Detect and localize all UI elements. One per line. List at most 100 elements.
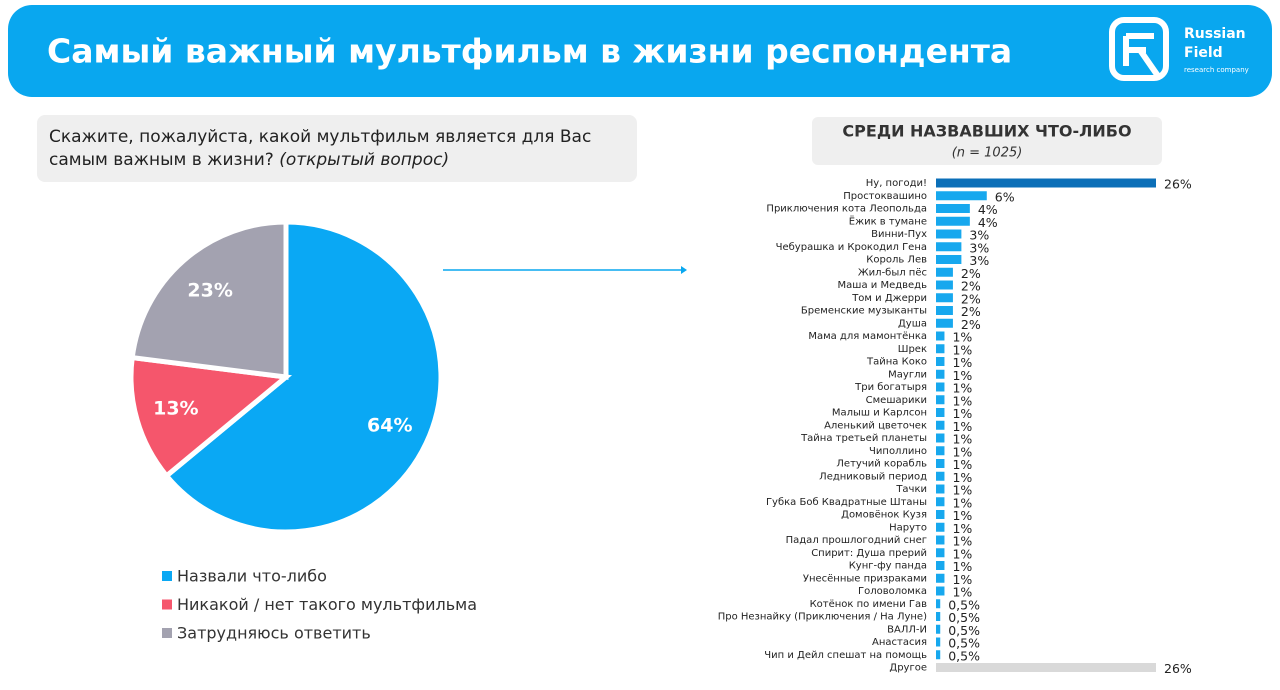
slide-title: Самый важный мультфильм в жизни респонде… [47, 32, 1012, 71]
bar [936, 433, 945, 443]
bar-category: Тайна третьей планеты [800, 433, 927, 444]
bar-value: 2% [961, 279, 981, 294]
bar [936, 357, 945, 366]
legend-swatch [162, 599, 172, 610]
bar-value: 6% [995, 189, 1015, 204]
logo-text: Russian [1184, 26, 1246, 42]
bar [936, 497, 945, 507]
bar-category: Унесённые призраками [803, 573, 927, 584]
bar-category: Другое [889, 663, 927, 674]
bar-value: 1% [952, 585, 972, 600]
bar-value: 1% [952, 419, 972, 434]
bar-value: 0,5% [948, 610, 980, 625]
bar-value: 2% [961, 304, 981, 319]
bar-value: 0,5% [948, 636, 980, 651]
bar-category: Чиполлино [869, 446, 927, 457]
bar-category: Ёжик в тумане [849, 214, 927, 227]
bar [936, 229, 962, 239]
bar-category: Ледниковый период [819, 471, 927, 482]
bar-category: Душа [898, 318, 927, 329]
legend-label: Назвали что-либо [177, 567, 327, 586]
bar [936, 624, 941, 634]
bar [936, 561, 945, 570]
bar-value: 0,5% [948, 623, 980, 638]
bar-value: 1% [952, 406, 972, 421]
bar [936, 522, 945, 532]
bar-category: Летучий корабль [836, 459, 927, 470]
bar-category: Про Незнайку (Приключения / На Луне) [718, 612, 927, 623]
bar [936, 650, 941, 660]
logo: Russian Field research company [1109, 17, 1249, 81]
bar-category: Маша и Медведь [838, 280, 928, 291]
bar-value: 26% [1164, 661, 1192, 676]
bar-value: 1% [952, 572, 972, 587]
bar-category: Падал прошлогодний снег [786, 535, 927, 546]
bar [936, 178, 1156, 188]
bar [936, 318, 953, 328]
bar [936, 484, 945, 494]
bar-category: Наруто [889, 522, 927, 533]
bar [936, 382, 945, 392]
bar-value: 1% [952, 368, 972, 383]
bar [936, 204, 970, 213]
subtitle-box [812, 117, 1162, 165]
bar [936, 293, 953, 303]
bar-value: 1% [952, 444, 972, 459]
bar-value: 3% [969, 240, 989, 255]
bar [936, 408, 945, 417]
bar-value: 3% [969, 228, 989, 243]
question-text: Скажите, пожалуйста, какой мультфильм яв… [49, 127, 591, 147]
bar-category: Король Лев [866, 255, 927, 266]
bar-category: Кунг-фу панда [849, 561, 927, 572]
bar-value: 1% [952, 521, 972, 536]
legend-label: Никакой / нет такого мультфильма [177, 595, 477, 614]
bar [936, 510, 945, 519]
bar-category: Анастасия [872, 637, 927, 648]
bar [936, 573, 945, 583]
bar-value: 1% [952, 330, 972, 345]
bar-category: Чебурашка и Крокодил Гена [776, 242, 927, 253]
bar-value: 1% [952, 546, 972, 561]
bar-value: 1% [952, 508, 972, 523]
bar-value: 2% [961, 291, 981, 306]
bar [936, 535, 945, 545]
bar-value: 4% [978, 215, 998, 230]
bar [936, 331, 945, 341]
bar-value: 1% [952, 342, 972, 357]
pie-label: 23% [187, 279, 232, 301]
arrow-head [681, 266, 687, 274]
bar-category: Шрек [898, 344, 927, 355]
question-note: (открытый вопрос) [279, 150, 449, 170]
bar-value: 1% [952, 393, 972, 408]
bar-value: 2% [961, 317, 981, 332]
legend-swatch [162, 571, 172, 581]
bar-value: 1% [952, 534, 972, 549]
bar [936, 420, 945, 430]
legend-label: Затрудняюсь ответить [177, 624, 371, 643]
bar-value: 2% [961, 266, 981, 281]
bar-category: Мама для мамонтёнка [808, 331, 927, 342]
bar-value: 3% [969, 253, 989, 268]
bar-category: Домовёнок Кузя [841, 510, 927, 521]
bar-category: Том и Джерри [851, 293, 927, 304]
bar-category: Приключения кота Леопольда [766, 204, 927, 215]
bar [936, 586, 945, 596]
bar [936, 306, 953, 315]
bar-category: Смешарики [866, 395, 927, 406]
bar-category: Маугли [888, 369, 927, 380]
bar [936, 663, 1156, 672]
bar-value: 1% [952, 470, 972, 485]
bar-category: Ну, погоди! [866, 178, 927, 189]
bar-category: Бременские музыканты [801, 306, 927, 317]
bar-value: 1% [952, 483, 972, 498]
bar-title: СРЕДИ НАЗВАВШИХ ЧТО-ЛИБО [842, 122, 1131, 141]
bar-value: 0,5% [948, 597, 980, 612]
bar [936, 216, 970, 226]
bar-value: 1% [952, 559, 972, 574]
bar-category: Винни-Пух [871, 229, 927, 240]
bar [936, 471, 945, 481]
bar [936, 637, 941, 647]
bar-category: Малыш и Карлсон [832, 408, 927, 419]
bar [936, 255, 962, 264]
